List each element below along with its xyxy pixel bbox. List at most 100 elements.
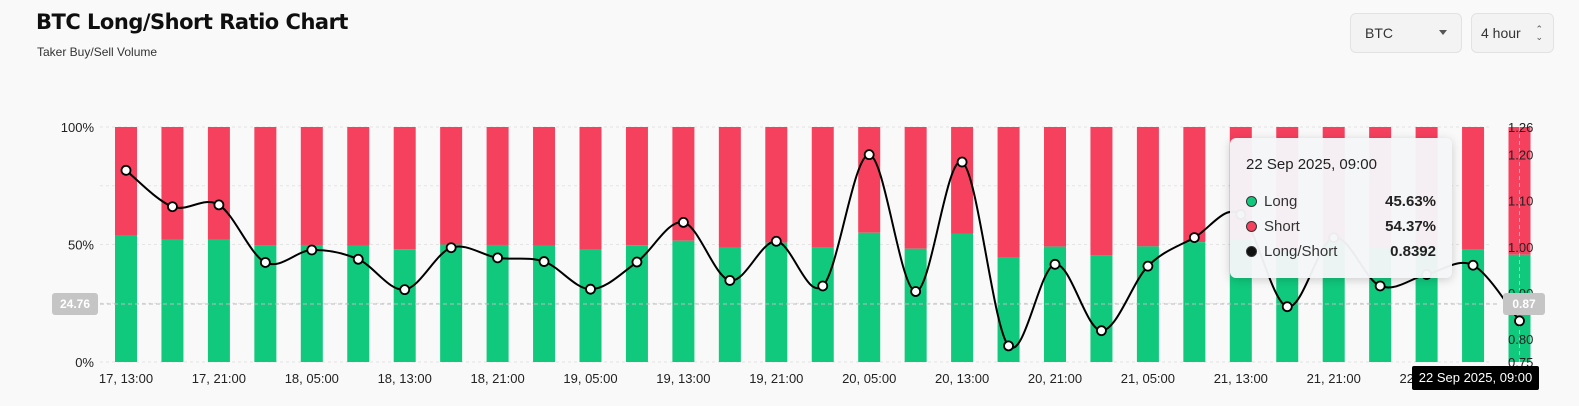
- ratio-point: [631, 256, 643, 268]
- right-axis-tick-label: 1.00: [1508, 240, 1533, 255]
- long-bar: [1136, 246, 1159, 362]
- symbol-select[interactable]: BTC: [1350, 13, 1462, 53]
- tooltip-row-short: Short 54.37%: [1246, 214, 1436, 239]
- short-bar: [393, 127, 416, 250]
- short-bar: [440, 127, 463, 245]
- right-axis-tick-label: 0.80: [1508, 332, 1533, 347]
- ratio-point: [1467, 259, 1479, 271]
- crosshair-x-axis-label: 22 Sep 2025, 09:00: [1412, 366, 1539, 390]
- ratio-point: [956, 156, 968, 168]
- short-bar: [161, 127, 184, 240]
- ratio-point: [1188, 232, 1200, 243]
- page-subtitle: Taker Buy/Sell Volume: [37, 45, 158, 59]
- x-axis-tick-label: 19, 13:00: [656, 371, 710, 386]
- ratio-point: [538, 256, 550, 267]
- short-bar: [951, 127, 974, 234]
- long-bar: [486, 244, 509, 362]
- right-axis-tick-label: 1.26: [1508, 120, 1533, 135]
- long-bar: [115, 235, 137, 362]
- long-bar: [1090, 255, 1113, 362]
- x-axis-tick-label: 18, 13:00: [378, 371, 432, 386]
- chevron-down-icon: [1439, 30, 1447, 35]
- interval-select-value: 4 hour: [1481, 25, 1521, 41]
- ratio-point: [259, 257, 271, 268]
- x-axis-tick-label: 18, 05:00: [285, 371, 339, 386]
- short-bar: [811, 127, 834, 248]
- interval-select[interactable]: 4 hour ⌃ ⌄: [1471, 13, 1554, 53]
- tooltip-value: 0.8392: [1390, 243, 1436, 260]
- short-bar: [254, 127, 277, 246]
- short-bar: [579, 127, 602, 250]
- x-axis-tick-label: 21, 21:00: [1307, 371, 1361, 386]
- ratio-point: [1142, 260, 1154, 272]
- long-bar: [811, 247, 834, 362]
- x-axis-tick-label: 21, 13:00: [1214, 371, 1268, 386]
- ratio-point: [492, 252, 504, 264]
- ratio-point: [352, 253, 364, 265]
- ratio-point: [863, 149, 875, 161]
- ratio-point: [167, 201, 178, 213]
- short-bar: [1090, 127, 1113, 256]
- ratio-legend-dot: [1246, 246, 1257, 257]
- long-bar: [765, 242, 788, 362]
- short-bar: [347, 127, 370, 246]
- ratio-point: [1096, 325, 1107, 337]
- long-bar: [672, 240, 695, 362]
- long-bar: [254, 245, 277, 362]
- crosshair-right-axis-label: 0.87: [1503, 293, 1545, 315]
- long-bar: [1183, 242, 1206, 362]
- x-axis-tick-label: 20, 05:00: [842, 371, 896, 386]
- ratio-point: [120, 164, 132, 176]
- tooltip-value: 45.63%: [1385, 193, 1436, 210]
- ratio-point: [678, 216, 689, 228]
- x-axis-tick-label: 20, 13:00: [935, 371, 989, 386]
- long-bar: [718, 247, 741, 362]
- page-title: BTC Long/Short Ratio Chart: [36, 10, 348, 34]
- ratio-point: [1003, 340, 1014, 352]
- long-bar: [858, 232, 881, 362]
- long-bar: [951, 233, 974, 362]
- ratio-point: [770, 235, 782, 247]
- right-axis-tick-label: 1.10: [1508, 194, 1533, 209]
- short-bar: [904, 127, 927, 249]
- ratio-point: [910, 286, 922, 297]
- long-bar: [300, 244, 323, 362]
- ratio-point: [306, 244, 318, 256]
- long-bar: [393, 249, 416, 362]
- long-bar: [440, 244, 463, 362]
- tooltip-row-long: Long 45.63%: [1246, 189, 1436, 214]
- short-legend-dot: [1246, 221, 1257, 232]
- updown-arrows-icon: ⌃ ⌄: [1535, 24, 1543, 42]
- short-bar: [672, 127, 695, 241]
- ratio-point: [1281, 301, 1293, 313]
- ratio-point: [817, 280, 829, 292]
- tooltip-value: 54.37%: [1385, 218, 1436, 235]
- ratio-point: [213, 199, 225, 211]
- short-bar: [1462, 127, 1485, 250]
- tooltip-title: 22 Sep 2025, 09:00: [1246, 156, 1377, 173]
- short-bar: [997, 127, 1020, 258]
- long-legend-dot: [1246, 196, 1257, 207]
- short-bar: [1044, 127, 1066, 247]
- left-axis-tick-label: 0%: [75, 355, 94, 370]
- x-axis-tick-label: 17, 21:00: [192, 371, 246, 386]
- ratio-point: [1049, 258, 1061, 270]
- long-bar: [1462, 249, 1485, 362]
- x-axis-tick-label: 21, 05:00: [1121, 371, 1175, 386]
- ratio-point: [445, 242, 457, 254]
- ratio-point: [1374, 280, 1386, 292]
- ratio-point: [399, 284, 411, 296]
- left-axis-tick-label: 100%: [61, 120, 95, 135]
- crosshair-left-axis-label: 24.76: [52, 293, 98, 315]
- short-bar: [115, 127, 137, 236]
- chart-tooltip: 22 Sep 2025, 09:00 Long 45.63% Short 54.…: [1230, 138, 1452, 278]
- long-bar: [207, 239, 230, 362]
- long-bar: [625, 245, 648, 362]
- short-bar: [207, 127, 230, 240]
- ratio-point: [724, 275, 736, 286]
- short-bar: [718, 127, 741, 248]
- short-bar: [533, 127, 556, 246]
- tooltip-label: Short: [1264, 218, 1300, 235]
- short-bar: [1136, 127, 1159, 247]
- tooltip-label: Long/Short: [1264, 243, 1338, 260]
